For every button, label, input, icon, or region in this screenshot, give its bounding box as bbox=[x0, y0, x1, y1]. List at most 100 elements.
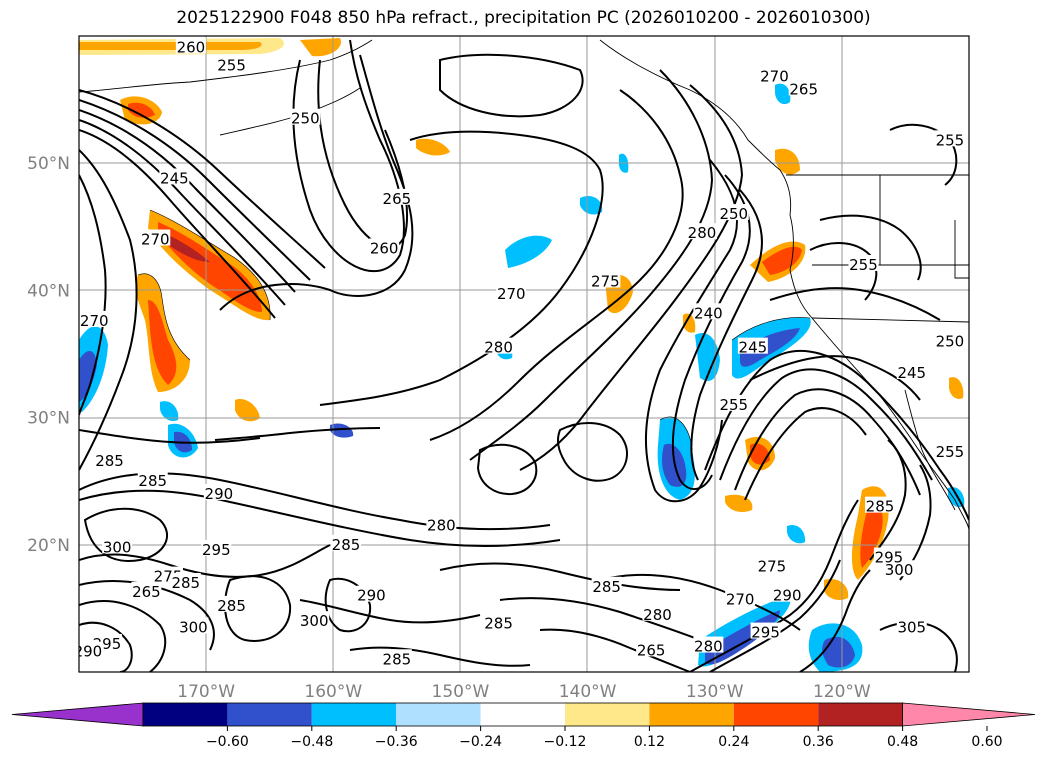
contour-label-bg bbox=[369, 238, 400, 255]
contour-label-bg bbox=[94, 450, 125, 467]
latitude-labels: 50°N 40°N 30°N 20°N bbox=[27, 154, 70, 556]
colorbar-extend-high bbox=[902, 702, 1036, 727]
colorbar-segment bbox=[311, 703, 397, 726]
contour-label-bg bbox=[687, 223, 717, 240]
contour-label: 280 bbox=[427, 517, 456, 535]
contour-label-bg bbox=[750, 622, 781, 639]
colorbar-segment bbox=[143, 703, 228, 726]
contour-label: 300 bbox=[300, 612, 329, 630]
contour-label-bg bbox=[642, 604, 673, 621]
contour-label: 285 bbox=[592, 578, 621, 596]
contour-label: 255 bbox=[849, 256, 878, 274]
colorbar-tick-label: 0.12 bbox=[634, 734, 665, 750]
contour-label: 255 bbox=[936, 131, 965, 149]
contour-label-bg bbox=[102, 537, 133, 554]
contour-label-bg bbox=[718, 204, 749, 221]
contour-label-bg bbox=[873, 547, 904, 564]
contour-label-bg bbox=[636, 640, 667, 657]
contour-label: 270 bbox=[497, 285, 526, 303]
contour-label: 270 bbox=[726, 590, 755, 608]
colorbar-tick-label: 0.48 bbox=[887, 734, 918, 750]
contour-label-bg bbox=[718, 394, 749, 411]
contour-label-bg bbox=[331, 534, 361, 551]
contour-label-bg bbox=[737, 337, 768, 354]
colorbar-tick-label: −0.24 bbox=[459, 734, 502, 750]
colorbar-extend-low bbox=[11, 702, 144, 727]
contour-label: 270 bbox=[80, 312, 109, 330]
contour-label-bg bbox=[693, 303, 724, 320]
contour-label: 285 bbox=[866, 498, 895, 516]
contour-label-bg bbox=[131, 581, 162, 598]
contour-label: 305 bbox=[897, 618, 926, 636]
longitude-label: 170°W bbox=[177, 682, 235, 702]
contour-label: 255 bbox=[719, 396, 748, 414]
longitude-label: 150°W bbox=[432, 682, 490, 702]
contour-label-bg bbox=[426, 515, 457, 532]
contour-label: 295 bbox=[875, 549, 904, 567]
contour-label: 270 bbox=[141, 231, 170, 249]
contour-label: 255 bbox=[217, 56, 246, 74]
contour-label: 245 bbox=[897, 364, 926, 382]
contour-label-bg bbox=[934, 331, 965, 348]
contour-label: 285 bbox=[138, 472, 167, 490]
contour-label-bg bbox=[772, 585, 803, 602]
colorbar-outline bbox=[142, 702, 903, 727]
colorbar-tick-label: 0.60 bbox=[971, 734, 1002, 750]
contour-label: 300 bbox=[885, 561, 914, 579]
contour-label-bg bbox=[848, 254, 879, 271]
contour-label-bg bbox=[896, 363, 927, 380]
latitude-label: 30°N bbox=[27, 409, 70, 429]
contour-label-bg bbox=[590, 271, 621, 288]
contour-label: 290 bbox=[357, 587, 386, 605]
contour-label: 250 bbox=[291, 110, 320, 128]
contour-label-bg bbox=[216, 55, 247, 72]
contour-label-bg bbox=[381, 649, 412, 666]
contour-label: 270 bbox=[760, 68, 789, 86]
contour-label: 280 bbox=[694, 638, 723, 656]
contour-label: 250 bbox=[936, 332, 965, 350]
contour-label-bg bbox=[170, 572, 201, 589]
contour-label: 285 bbox=[332, 536, 361, 554]
contour-label-bg bbox=[79, 310, 110, 327]
contour-label-bg bbox=[725, 589, 756, 606]
longitude-label: 160°W bbox=[304, 682, 362, 702]
colorbar-segment bbox=[565, 703, 650, 726]
contour-label-bg bbox=[79, 641, 103, 658]
contour-label: 300 bbox=[103, 538, 132, 556]
contour-label: 280 bbox=[484, 339, 513, 357]
contour-label-bg bbox=[884, 560, 915, 577]
contour-label: 300 bbox=[179, 618, 208, 636]
colorbar-tick-label: −0.60 bbox=[206, 734, 249, 750]
contour-label: 240 bbox=[694, 304, 723, 322]
contour-label-bg bbox=[299, 611, 330, 628]
contour-label: 245 bbox=[160, 169, 189, 187]
contour-label: 280 bbox=[688, 224, 717, 242]
contour-label-bg bbox=[759, 66, 790, 83]
latitude-label: 40°N bbox=[27, 281, 70, 301]
contour-label: 265 bbox=[383, 190, 412, 208]
contour-label: 295 bbox=[202, 541, 231, 559]
contour-label-bg bbox=[381, 188, 412, 205]
colorbar-tick-label: 0.36 bbox=[803, 734, 834, 750]
contour-label-bg bbox=[178, 617, 209, 634]
colorbar-segment bbox=[396, 703, 481, 726]
contour-label: 290 bbox=[205, 485, 234, 503]
contour-label: 290 bbox=[773, 587, 802, 605]
colorbar-tick-label: 0.24 bbox=[718, 734, 749, 750]
longitude-labels: 170°W 160°W 150°W 140°W 130°W 120°W bbox=[177, 682, 871, 702]
contour-label: 275 bbox=[758, 557, 787, 575]
contour-label-bg bbox=[756, 556, 787, 573]
contour-label: 260 bbox=[177, 38, 206, 56]
contour-label-bg bbox=[290, 108, 321, 125]
map-plot-area: 2602552502452702652702652602702802752802… bbox=[78, 35, 970, 673]
contour-label: 285 bbox=[171, 574, 200, 592]
longitude-label: 130°W bbox=[686, 682, 744, 702]
contour-label-bg bbox=[496, 284, 527, 301]
contour-label-bg bbox=[865, 496, 895, 513]
coastlines bbox=[79, 39, 969, 531]
contour-label-bg bbox=[934, 441, 965, 458]
contour-label: 255 bbox=[936, 443, 965, 461]
map-background bbox=[79, 36, 969, 672]
contour-label-bg bbox=[896, 617, 927, 634]
colorbar: −0.60 −0.48 −0.36 −0.24 −0.12 0.12 0.24 0.36 0.4… bbox=[11, 702, 1036, 750]
